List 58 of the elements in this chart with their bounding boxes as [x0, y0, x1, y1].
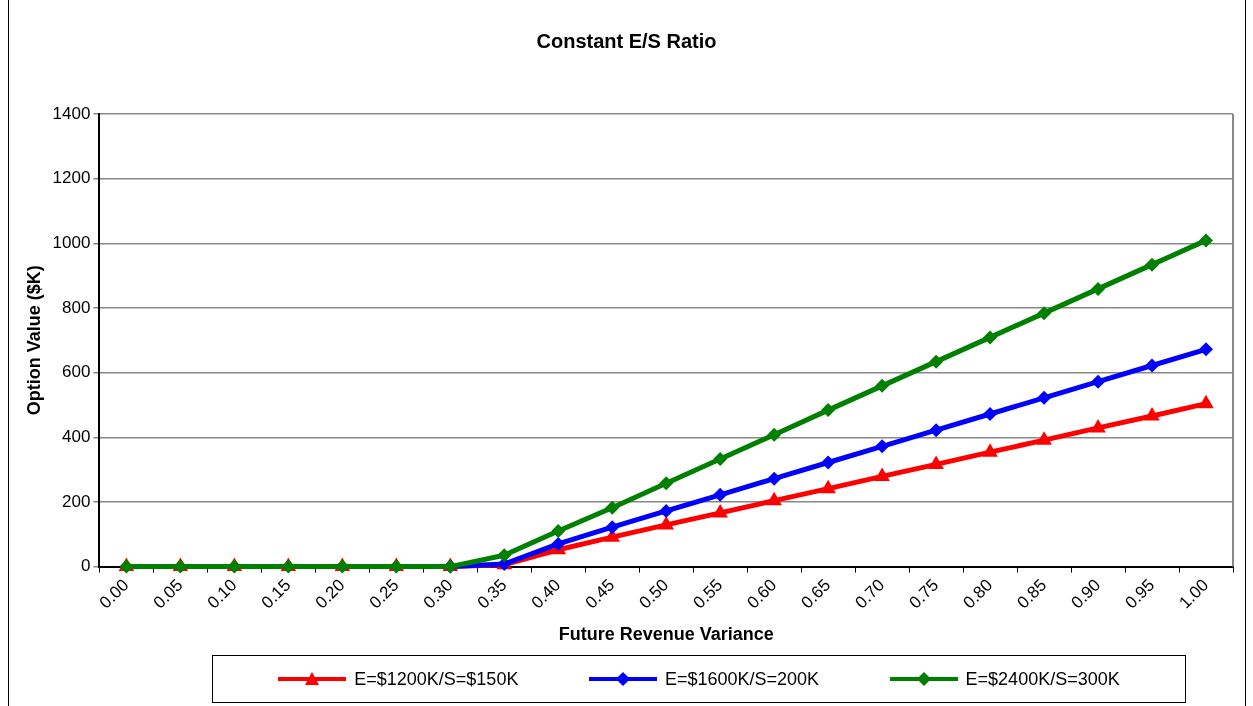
point: [605, 500, 620, 515]
y-tick-label: 1400: [52, 103, 91, 123]
point: [983, 407, 998, 421]
point: [1090, 418, 1106, 433]
point: [1198, 394, 1214, 409]
x-tick-label: 0.90: [1067, 575, 1105, 613]
point: [929, 354, 944, 369]
y-tick-label: 600: [62, 362, 91, 382]
point: [551, 524, 566, 539]
y-tick-label: 200: [62, 491, 91, 511]
y-tick-label: 1200: [52, 168, 91, 188]
point: [982, 443, 998, 457]
y-tick-label: 0: [80, 556, 91, 576]
legend-label: E=$1200K/S=$150K: [354, 668, 519, 690]
point: [929, 423, 944, 438]
chart-title: Constant E/S Ratio: [536, 29, 717, 52]
point: [658, 515, 674, 530]
point: [1199, 233, 1214, 248]
point: [713, 451, 728, 466]
point: [551, 536, 566, 551]
x-axis-title: Future Revenue Variance: [558, 624, 774, 645]
y-axis-title: Option Value ($K): [23, 265, 44, 416]
point: [821, 403, 836, 418]
legend-label: E=$1600K/S=200K: [664, 668, 820, 690]
point: [1037, 306, 1052, 321]
point: [1036, 431, 1052, 445]
point: [1145, 358, 1160, 373]
point: [1091, 281, 1106, 296]
x-tick-label: 0.50: [635, 575, 673, 613]
point: [713, 487, 728, 502]
point: [1145, 257, 1160, 272]
legend-label: E=$2400K/S=300K: [965, 668, 1120, 690]
y-tick-label: 800: [62, 297, 91, 317]
point: [821, 455, 836, 470]
point: [928, 455, 944, 469]
point: [712, 503, 728, 518]
point: [767, 471, 782, 486]
point: [659, 476, 674, 491]
point: [1199, 342, 1214, 357]
point: [497, 548, 512, 563]
point: [875, 439, 890, 454]
point: [767, 427, 782, 442]
point: [1091, 374, 1106, 389]
x-tick-label: 0.40: [527, 575, 565, 613]
point: [875, 378, 890, 393]
point: [659, 503, 674, 518]
point: [820, 479, 836, 494]
point: [983, 330, 998, 345]
y-tick-label: 1000: [52, 233, 91, 252]
point: [874, 467, 890, 481]
point: [605, 520, 620, 535]
x-tick-label: 0.80: [959, 575, 997, 613]
y-tick-label: 400: [62, 426, 91, 446]
x-tick-label: 0.60: [743, 575, 781, 613]
x-tick-label: 0.70: [851, 575, 889, 613]
point: [1144, 406, 1160, 421]
point: [1037, 390, 1052, 405]
point: [766, 491, 782, 506]
